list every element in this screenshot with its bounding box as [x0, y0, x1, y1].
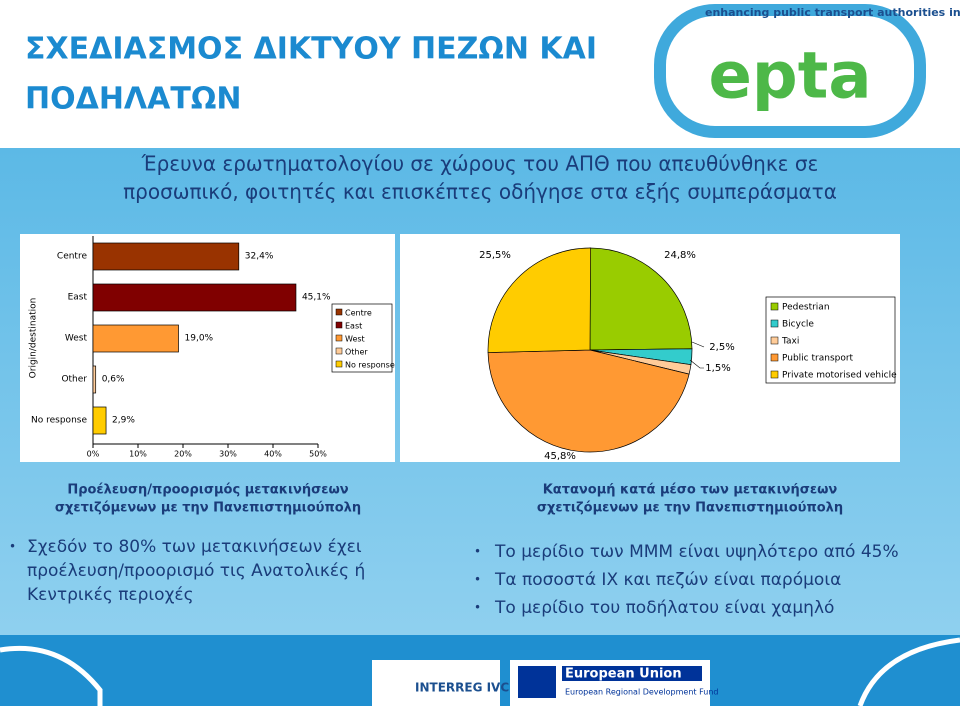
legend-swatch — [335, 360, 343, 368]
legend-label: No response — [345, 361, 395, 370]
bullet: • — [474, 545, 481, 559]
value-label: 45,8% — [544, 451, 576, 462]
x-tick-label: 50% — [309, 450, 327, 459]
deco — [857, 637, 960, 707]
bar — [92, 242, 240, 271]
legend-swatch — [335, 321, 343, 329]
legend-label: Centre — [345, 309, 372, 318]
legend-label: Pedestrian — [782, 303, 830, 313]
legend-label: Bicycle — [782, 320, 814, 330]
value-label: 32,4% — [245, 252, 274, 262]
value-label: 25,5% — [479, 250, 511, 261]
bullet-text: Κεντρικές περιοχές — [27, 585, 194, 605]
leader — [689, 359, 704, 369]
x-tick-label: 20% — [174, 450, 192, 459]
y-axis-label: Origin/destination — [29, 298, 39, 379]
bar — [92, 324, 179, 353]
x-tick-label: 0% — [87, 450, 100, 459]
bullet-text: Το μερίδιο του ποδήλατου είναι χαμηλό — [494, 598, 834, 618]
bar — [92, 406, 107, 435]
interreg-logo — [372, 660, 500, 706]
legend-swatch — [770, 353, 779, 362]
legend-label: West — [345, 335, 365, 344]
category-label: East — [68, 293, 88, 303]
value-label: 24,8% — [664, 250, 696, 261]
category-label: Centre — [57, 252, 88, 262]
bar — [92, 283, 297, 312]
category-label: West — [65, 334, 88, 344]
tagline: enhancing public transport authorities i… — [705, 6, 960, 19]
caption: σχετιζόμενων με την Πανεπιστημιούπολη — [55, 501, 361, 516]
subtitle: προσωπικό, φοιτητές και επισκέπτες οδήγη… — [123, 180, 837, 204]
title: ΣΧΕΔΙΑΣΜΟΣ ΔΙΚΤΥΟΥ ΠΕΖΩΝ ΚΑΙ — [25, 32, 597, 67]
deco — [0, 645, 103, 706]
x-tick-label: 40% — [264, 450, 282, 459]
x-tick-label: 30% — [219, 450, 237, 459]
legend-swatch — [770, 370, 779, 379]
value-label: 45,1% — [302, 293, 331, 303]
title: ΠΟΔΗΛΑΤΩΝ — [25, 82, 241, 117]
bullet: • — [474, 573, 481, 587]
category-label: No response — [31, 416, 87, 426]
x-tick-label: 10% — [129, 450, 147, 459]
logo-ring — [654, 4, 926, 138]
bullet-text: Σχεδόν το 80% των μετακινήσεων έχει — [27, 537, 362, 557]
bullet: • — [474, 601, 481, 615]
eu-text: European Union — [565, 667, 682, 682]
category-label: Other — [61, 375, 87, 385]
legend-label: Public transport — [782, 354, 854, 364]
eu-flag — [518, 666, 556, 698]
eu-band — [562, 666, 702, 681]
value-label: 1,5% — [705, 363, 730, 374]
value-label: 2,5% — [709, 342, 734, 353]
legend-label: Other — [345, 348, 368, 357]
value-label: 0,6% — [102, 375, 125, 385]
legend-swatch — [770, 336, 779, 345]
legend-box — [765, 296, 896, 384]
legend-label: East — [345, 322, 362, 331]
caption: σχετιζόμενων με την Πανεπιστημιούπολη — [537, 501, 843, 516]
leader — [691, 341, 705, 348]
bullet: • — [9, 540, 16, 554]
logo-text: epta — [709, 40, 872, 114]
bullet-text: Το μερίδιο των ΜΜΜ είναι υψηλότερο από 4… — [494, 542, 899, 562]
pie-slice — [487, 247, 591, 353]
value-label: 2,9% — [112, 416, 135, 426]
caption: Κατανομή κατά μέσο των μετακινήσεων — [543, 483, 838, 498]
legend-label: Taxi — [781, 337, 799, 347]
legend-swatch — [770, 319, 779, 328]
legend-swatch — [770, 302, 779, 311]
legend-swatch — [335, 334, 343, 342]
pie-slice — [589, 247, 693, 351]
header-bg — [0, 0, 960, 148]
bullet-text: προέλευση/προορισμό τις Ανατολικές ή — [27, 561, 365, 581]
pie-slice — [487, 349, 690, 453]
legend-label: Private motorised vehicle — [782, 371, 897, 381]
value-label: 19,0% — [185, 334, 214, 344]
interreg-text: INTERREG IVC — [415, 681, 509, 695]
bullet-text: Τα ποσοστά ΙΧ και πεζών είναι παρόμοια — [494, 570, 841, 590]
bar — [92, 365, 97, 394]
subtitle: Έρευνα ερωτηματολογίου σε χώρους του ΑΠΘ… — [141, 152, 819, 176]
caption: Προέλευση/προορισμός μετακινήσεων — [67, 483, 348, 498]
legend-swatch — [335, 347, 343, 355]
legend-swatch — [335, 308, 343, 316]
eu-fund: European Regional Development Fund — [565, 688, 718, 697]
